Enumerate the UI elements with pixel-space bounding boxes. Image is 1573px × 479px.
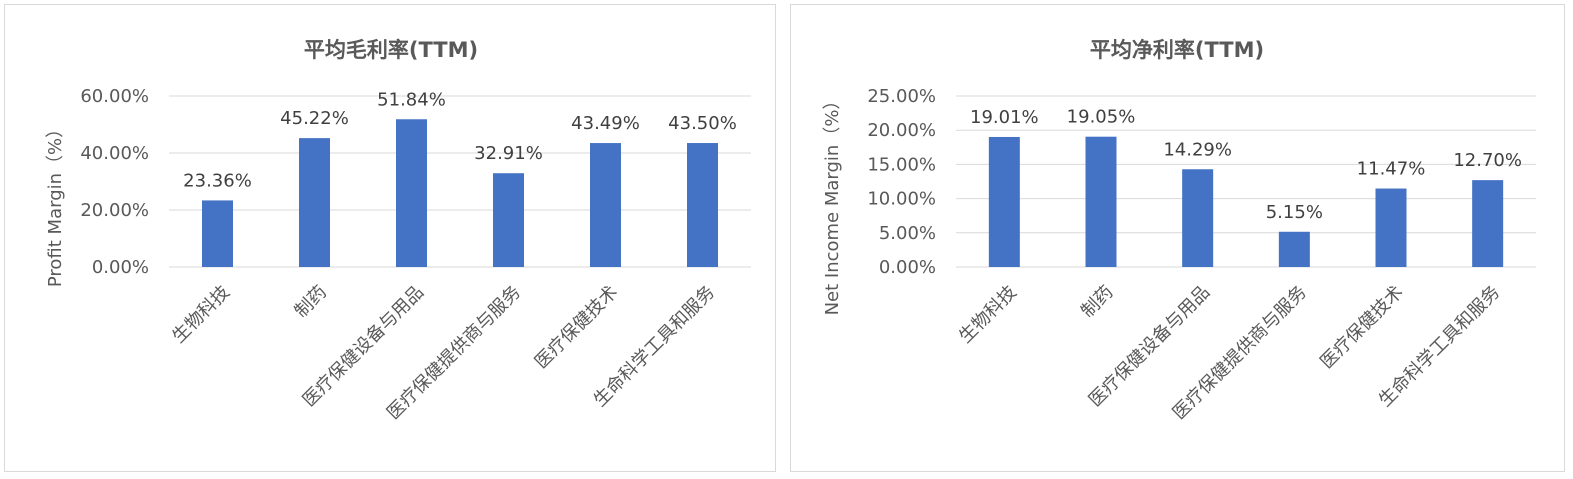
y-tick-label: 0.00% — [92, 257, 149, 278]
category-label: 生物科技 — [955, 282, 1021, 348]
y-tick-label: 25.00% — [867, 86, 936, 107]
bar — [1472, 180, 1504, 267]
category-label: 制药 — [291, 282, 331, 322]
data-label: 14.29% — [1163, 139, 1232, 160]
data-label: 23.36% — [183, 170, 252, 191]
bar — [687, 143, 718, 267]
y-axis-label: Net Income Margin（%） — [822, 92, 843, 316]
data-label: 11.47% — [1357, 159, 1426, 180]
category-label: 生物科技 — [168, 282, 234, 348]
y-tick-label: 60.00% — [80, 86, 149, 107]
y-tick-label: 10.00% — [867, 189, 936, 210]
chart-panel-net-margin: 平均净利率(TTM) 0.00% 5.00% 10.00% 15.00% 20.00% 25… — [790, 4, 1565, 472]
y-axis-label: Profit Margin（%） — [45, 120, 66, 287]
chart-title: 平均毛利率(TTM) — [304, 38, 478, 62]
bar — [1278, 231, 1310, 267]
chart-panel-gross-margin: 平均毛利率(TTM) 0.00% 20.00% 40.00% 60.00% Profit … — [4, 4, 776, 472]
chart-title: 平均净利率(TTM) — [1090, 38, 1264, 62]
bar — [396, 119, 427, 267]
y-tick-label: 40.00% — [80, 143, 149, 164]
y-tick-label: 0.00% — [879, 257, 936, 278]
y-tick-label: 15.00% — [867, 154, 936, 175]
data-label: 45.22% — [280, 108, 349, 129]
bar — [493, 173, 524, 267]
data-label: 12.70% — [1453, 150, 1522, 171]
data-label: 19.05% — [1067, 107, 1136, 128]
data-label: 43.50% — [668, 113, 737, 134]
category-label: 制药 — [1077, 282, 1117, 322]
bar — [988, 136, 1020, 267]
data-label: 19.01% — [970, 107, 1039, 128]
bar — [1375, 188, 1407, 267]
data-label: 43.49% — [571, 113, 640, 134]
bar — [1182, 169, 1214, 267]
bar — [202, 200, 233, 267]
data-label: 5.15% — [1266, 202, 1323, 223]
data-label: 32.91% — [474, 143, 543, 164]
category-label: 医疗保健技术 — [531, 282, 622, 373]
y-tick-label: 20.00% — [80, 200, 149, 221]
net-margin-chart: 平均净利率(TTM) 0.00% 5.00% 10.00% 15.00% 20.00% 25… — [822, 38, 1536, 424]
category-label: 医疗保健技术 — [1316, 282, 1407, 373]
y-tick-label: 20.00% — [867, 120, 936, 141]
gross-margin-chart: 平均毛利率(TTM) 0.00% 20.00% 40.00% 60.00% Profit … — [45, 38, 751, 424]
bar — [299, 138, 330, 267]
bar — [590, 143, 621, 267]
data-label: 51.84% — [377, 89, 446, 110]
y-tick-label: 5.00% — [879, 223, 936, 244]
bar — [1085, 136, 1117, 267]
